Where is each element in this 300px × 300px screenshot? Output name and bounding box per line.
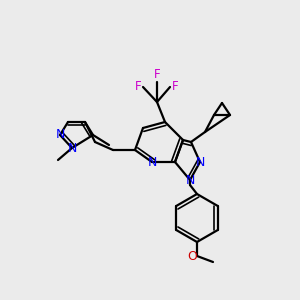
Text: F: F <box>154 68 160 82</box>
Text: F: F <box>135 80 141 94</box>
Text: O: O <box>187 250 197 262</box>
Text: N: N <box>185 173 195 187</box>
Text: N: N <box>147 155 157 169</box>
Text: N: N <box>195 155 205 169</box>
Text: N: N <box>67 142 77 154</box>
Text: N: N <box>55 128 65 142</box>
Text: F: F <box>172 80 178 94</box>
